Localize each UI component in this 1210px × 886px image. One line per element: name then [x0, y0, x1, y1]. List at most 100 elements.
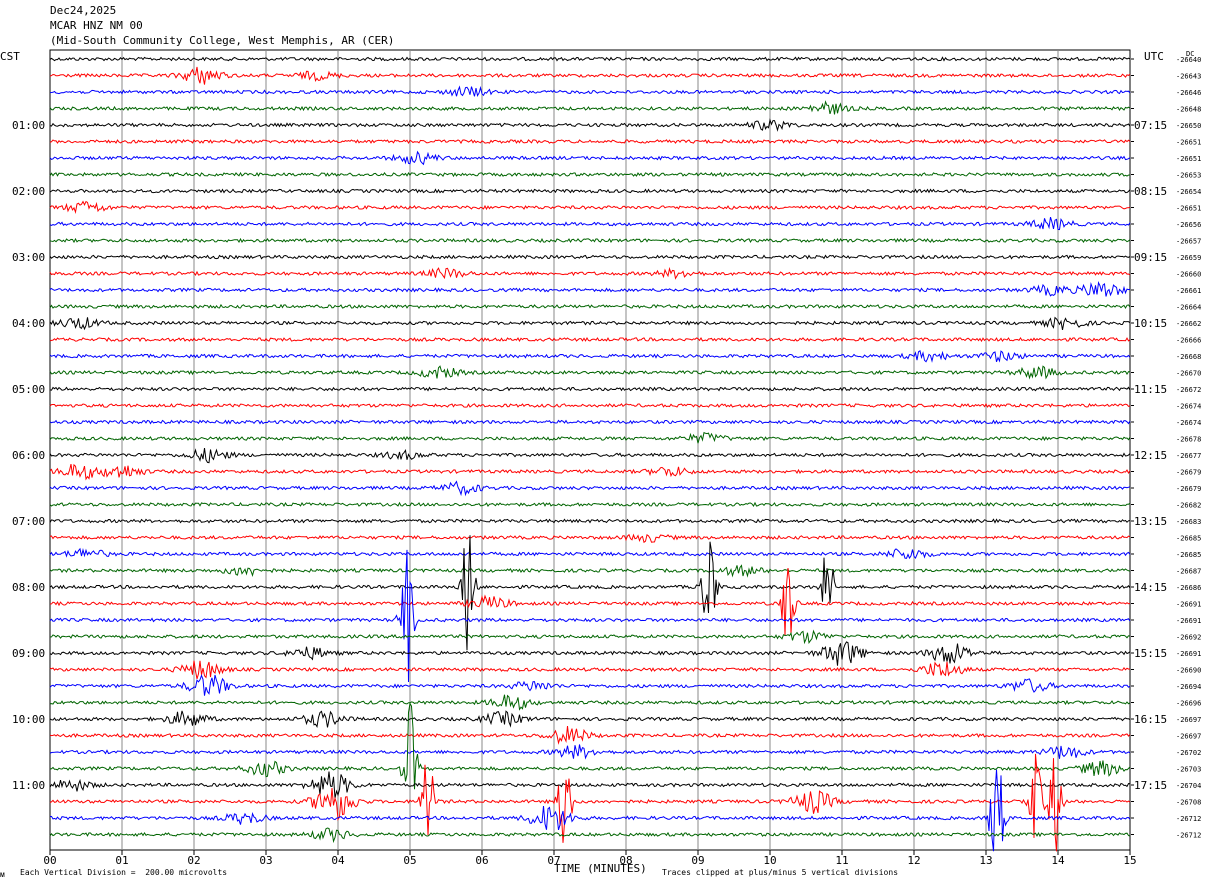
- right-hour-label: 09:15: [1134, 251, 1167, 264]
- left-hour-label: 06:00: [12, 449, 45, 462]
- x-tick-label: 13: [979, 854, 992, 867]
- trace-line: [49, 480, 1131, 497]
- x-tick-label: 14: [1051, 854, 1065, 867]
- dc-offset-label: -26674: [1176, 403, 1201, 411]
- x-tick-label: 00: [43, 854, 56, 867]
- dc-offset-label: -26679: [1176, 469, 1201, 477]
- dc-offset-label: -26685: [1176, 535, 1201, 543]
- trace-line: [49, 336, 1131, 343]
- left-hour-label: 03:00: [12, 251, 45, 264]
- trace-line: [49, 753, 1131, 852]
- trace-line: [49, 641, 1131, 666]
- trace-line: [49, 200, 1131, 215]
- trace-line: [49, 501, 1131, 508]
- dc-offset-label: -26690: [1176, 667, 1201, 675]
- left-hour-label: 11:00: [12, 779, 45, 792]
- dc-offset-label: -26657: [1176, 238, 1201, 246]
- x-tick-label: 12: [907, 854, 920, 867]
- dc-offset-label: -26648: [1176, 106, 1201, 114]
- dc-offset-label: -26666: [1176, 337, 1201, 345]
- trace-line: [49, 100, 1131, 115]
- dc-offset-label: -26672: [1176, 386, 1201, 394]
- trace-line: [49, 237, 1131, 244]
- trace-line: [49, 744, 1131, 760]
- right-hour-label: 07:15: [1134, 119, 1167, 132]
- x-tick-label: 10: [763, 854, 776, 867]
- left-hour-label: 04:00: [12, 317, 45, 330]
- x-axis-label: TIME (MINUTES): [554, 862, 647, 875]
- dc-offset-label: -26664: [1176, 304, 1201, 312]
- x-tick-label: 15: [1123, 854, 1136, 867]
- x-tick-label: 07: [547, 854, 560, 867]
- dc-offset-label: -26708: [1176, 799, 1201, 807]
- trace-line: [49, 701, 1131, 790]
- trace-line: [49, 547, 1131, 560]
- dc-offset-label: -26660: [1176, 271, 1201, 279]
- right-hour-label: 15:15: [1134, 647, 1167, 660]
- right-hour-label: 16:15: [1134, 713, 1167, 726]
- dc-column-header: DC: [1186, 50, 1195, 58]
- dc-offset-label: -26651: [1176, 155, 1201, 163]
- trace-line: [49, 431, 1131, 444]
- dc-offset-label: -26683: [1176, 518, 1201, 526]
- trace-line: [49, 827, 1131, 844]
- trace-line: [49, 316, 1131, 331]
- dc-offset-label: -26687: [1176, 568, 1201, 576]
- dc-offset-label: -26646: [1176, 89, 1201, 97]
- trace-line: [49, 171, 1131, 178]
- left-hour-label: 09:00: [12, 647, 45, 660]
- dc-offset-label: -26656: [1176, 221, 1201, 229]
- dc-offset-label: -26662: [1176, 320, 1201, 328]
- dc-offset-label: -26661: [1176, 287, 1201, 295]
- corner-logo-mark: ᴍ: [0, 870, 5, 879]
- dc-offset-label: -26712: [1176, 832, 1201, 840]
- trace-line: [49, 188, 1131, 194]
- trace-line: [49, 386, 1131, 392]
- trace-line: [49, 303, 1131, 310]
- trace-line: [49, 150, 1131, 166]
- dc-offset-label: -26650: [1176, 122, 1201, 130]
- dc-offset-label: -26702: [1176, 749, 1201, 757]
- right-hour-label: 11:15: [1134, 383, 1167, 396]
- trace-line: [49, 674, 1131, 696]
- trace-line: [49, 771, 1131, 799]
- dc-offset-label: -26679: [1176, 485, 1201, 493]
- trace-line: [49, 567, 1131, 636]
- trace-line: [49, 448, 1131, 464]
- dc-offset-label: -26692: [1176, 634, 1201, 642]
- trace-line: [49, 660, 1131, 680]
- x-tick-label: 08: [619, 854, 632, 867]
- trace-line: [49, 85, 1131, 97]
- dc-offset-label: -26685: [1176, 551, 1201, 559]
- trace-line: [49, 254, 1131, 260]
- dc-offset-label: -26697: [1176, 716, 1201, 724]
- dc-offset-label: -26659: [1176, 254, 1201, 262]
- dc-offset-label: -26668: [1176, 353, 1201, 361]
- trace-line: [49, 564, 1131, 578]
- x-tick-label: 06: [475, 854, 488, 867]
- plot-date: Dec24,2025: [50, 4, 117, 17]
- x-tick-label: 11: [835, 854, 848, 867]
- clip-note: Traces clipped at plus/minus 5 vertical …: [662, 868, 899, 877]
- trace-line: [49, 518, 1131, 524]
- dc-offset-label: -26678: [1176, 436, 1201, 444]
- trace-line: [49, 549, 1131, 683]
- trace-line: [49, 726, 1131, 745]
- dc-offset-label: -26704: [1176, 782, 1201, 790]
- right-timezone-label: UTC: [1144, 50, 1164, 63]
- dc-offset-label: -26643: [1176, 73, 1201, 81]
- trace-line: [49, 56, 1131, 62]
- right-hour-label: 08:15: [1134, 185, 1167, 198]
- right-hour-label: 17:15: [1134, 779, 1167, 792]
- trace-line: [49, 118, 1131, 132]
- plot-frame: [49, 49, 1131, 851]
- dc-offset-label: -26712: [1176, 815, 1201, 823]
- dc-offset-label: -26686: [1176, 584, 1201, 592]
- trace-line: [49, 402, 1131, 409]
- dc-offset-label: -26697: [1176, 733, 1201, 741]
- trace-line: [49, 365, 1131, 380]
- x-tick-label: 03: [259, 854, 272, 867]
- dc-offset-label: -26674: [1176, 419, 1201, 427]
- x-tick-label: 02: [187, 854, 200, 867]
